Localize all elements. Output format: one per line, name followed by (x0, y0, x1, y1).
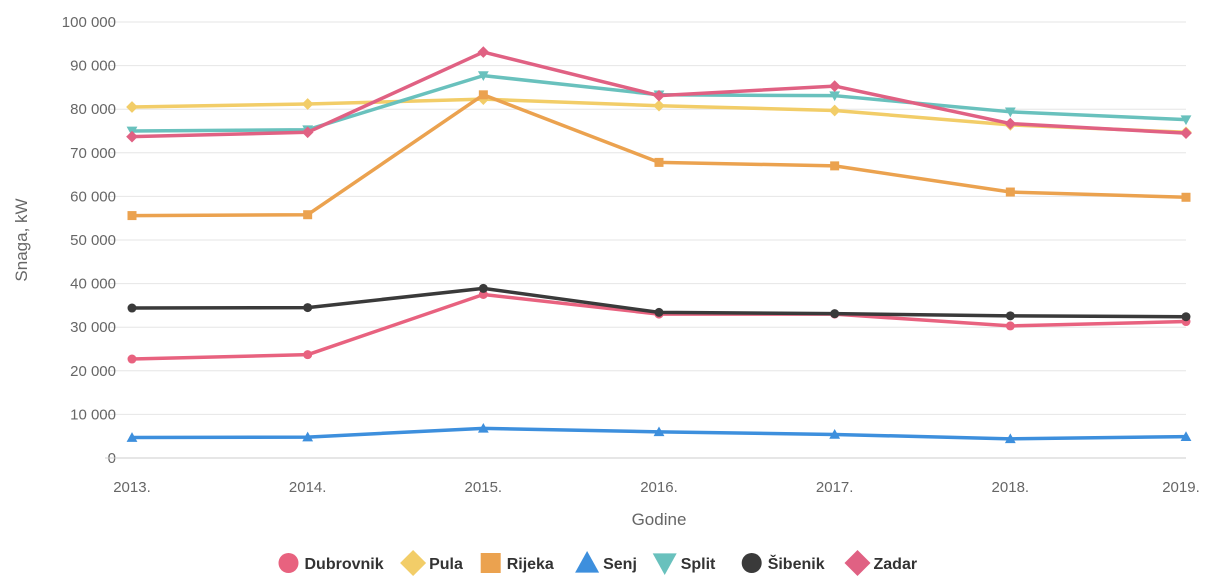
legend-item-split[interactable]: Split (652, 553, 716, 575)
data-point-pula (126, 101, 138, 113)
data-point-sibenik (478, 283, 488, 293)
legend-label-pula: Pula (429, 556, 463, 573)
data-point-pula (301, 98, 314, 110)
data-point-zadar (1180, 127, 1192, 140)
data-point-zadar (653, 89, 665, 102)
y-tick-label: 60 000 (70, 188, 116, 205)
legend-item-sibenik[interactable]: Šibenik (741, 553, 825, 573)
legend-marker-rijeka (480, 553, 501, 573)
legend-marker-pula (400, 550, 427, 576)
data-point-rijeka (478, 90, 488, 100)
data-point-sibenik (654, 307, 664, 317)
y-tick-label: 40 000 (70, 276, 116, 293)
data-point-sibenik (1181, 312, 1191, 322)
series-lines (126, 46, 1192, 444)
x-tick-label: 2018. (992, 479, 1030, 496)
data-point-rijeka (654, 157, 664, 167)
data-point-zadar (828, 80, 841, 92)
data-point-rijeka (127, 211, 137, 221)
y-tick-label: 100 000 (62, 14, 116, 31)
legend-item-rijeka[interactable]: Rijeka (480, 553, 554, 573)
legend-label-sibenik: Šibenik (768, 554, 825, 573)
legend-label-rijeka: Rijeka (507, 556, 554, 573)
x-tick-label: 2013. (113, 479, 151, 496)
legend-item-dubrovnik[interactable]: Dubrovnik (278, 553, 384, 573)
y-tick-label: 50 000 (70, 232, 116, 249)
data-point-split (477, 71, 489, 82)
legend-marker-sibenik (741, 553, 762, 573)
data-point-zadar (1004, 117, 1017, 130)
data-point-dubrovnik (1005, 321, 1015, 331)
series-zadar (126, 46, 1192, 143)
data-point-senj (829, 429, 841, 439)
x-tick-label: 2017. (816, 479, 854, 496)
legend-item-pula[interactable]: Pula (400, 550, 463, 576)
data-point-senj (1180, 431, 1192, 441)
legend-label-split: Split (681, 556, 716, 573)
legend-item-senj[interactable]: Senj (575, 551, 637, 573)
data-point-dubrovnik (303, 350, 313, 360)
data-point-split (1004, 107, 1016, 118)
data-point-senj (653, 426, 665, 437)
legend-label-senj: Senj (603, 556, 637, 573)
y-tick-label: 70 000 (70, 145, 116, 162)
legend-marker-zadar (844, 550, 871, 576)
data-point-split (1180, 115, 1192, 126)
data-point-sibenik (830, 309, 840, 319)
data-point-senj (302, 431, 314, 442)
x-axis-tick-labels: 2013. 2014. 2015. 2016. 2017. 2018. 2019. (113, 479, 1200, 496)
data-point-pula (653, 99, 665, 112)
data-point-pula (828, 104, 841, 117)
legend-label-dubrovnik: Dubrovnik (305, 556, 384, 573)
data-point-senj (126, 432, 138, 442)
data-point-sibenik (127, 303, 137, 313)
x-tick-label: 2019. (1162, 479, 1200, 496)
y-tick-label: 10 000 (70, 406, 116, 423)
legend-item-zadar[interactable]: Zadar (844, 550, 918, 576)
y-tick-label: 30 000 (70, 319, 116, 336)
data-point-sibenik (303, 303, 313, 313)
data-point-zadar (301, 126, 314, 139)
y-tick-label: 90 000 (70, 58, 116, 75)
data-point-sibenik (1005, 311, 1015, 321)
data-point-senj (477, 422, 489, 433)
data-point-zadar (126, 130, 138, 143)
grid-lines (105, 21, 1186, 415)
data-point-rijeka (830, 161, 840, 171)
y-axis-title: Snaga, kW (12, 198, 31, 281)
legend-marker-dubrovnik (278, 553, 299, 573)
data-point-senj (1004, 433, 1016, 444)
data-point-rijeka (1005, 187, 1015, 197)
data-point-zadar (477, 46, 490, 58)
data-point-rijeka (1181, 192, 1191, 202)
y-tick-label: 20 000 (70, 363, 116, 380)
data-point-split (829, 91, 841, 102)
x-axis-title: Godine (632, 510, 687, 529)
legend-label-zadar: Zadar (874, 556, 918, 573)
legend: Dubrovnik Pula Rijeka Senj Split Šibenik Zadar (278, 550, 918, 576)
x-tick-label: 2016. (640, 479, 678, 496)
y-tick-label: 80 000 (70, 101, 116, 118)
legend-marker-split (652, 553, 677, 575)
series-senj (126, 422, 1192, 444)
series-sibenik (127, 283, 1191, 322)
series-rijeka (127, 90, 1191, 221)
data-point-rijeka (303, 210, 313, 220)
legend-marker-senj (575, 551, 600, 573)
x-tick-label: 2015. (465, 479, 503, 496)
x-tick-label: 2014. (289, 479, 327, 496)
data-point-dubrovnik (127, 354, 137, 364)
